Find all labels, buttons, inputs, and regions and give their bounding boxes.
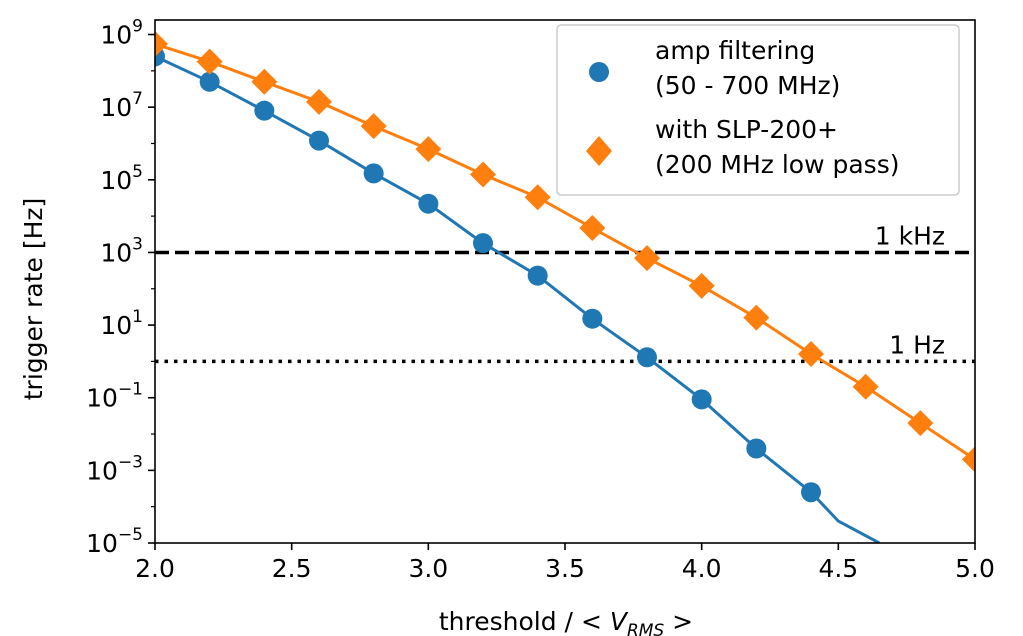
point-slp-200-4 [360,113,387,140]
x-tick-label: 2.0 [135,554,175,583]
y-tick-label: 105 [100,162,143,195]
y-axis-label: trigger rate [Hz] [19,198,48,401]
legend-label-amp-line2: (50 - 700 MHz) [655,71,840,100]
point-slp-200-6 [470,161,496,188]
point-slp-200-1 [196,48,223,75]
y-tick-label: 103 [100,234,143,267]
point-amp-filtering-9 [637,347,657,368]
hline-label-1hz: 1 Hz [889,330,945,359]
point-slp-200-0 [155,30,168,57]
legend-label-amp-line1: amp filtering [655,36,815,65]
x-tick-label: 2.5 [272,554,312,583]
x-axis-label-sub: RMS [627,621,664,636]
y-tick-label: 10−3 [86,452,143,485]
point-slp-200-2 [251,68,278,95]
legend-label-slp-line1: with SLP-200+ [655,115,838,144]
point-amp-filtering-3 [309,130,329,151]
x-tick-label: 3.0 [408,554,448,583]
legend-marker-slp-200 [586,136,612,166]
x-tick-label: 4.0 [682,554,722,583]
point-slp-200-5 [415,136,442,163]
point-slp-200-15 [962,446,975,473]
point-slp-200-11 [743,304,770,331]
legend: amp filtering (50 - 700 MHz) with SLP-20… [556,24,960,196]
x-tick-label: 3.5 [545,554,585,583]
legend-marker-amp-filtering [589,62,609,82]
point-slp-200-13 [852,373,879,400]
point-amp-filtering-4 [363,163,384,184]
point-slp-200-3 [306,88,332,115]
point-slp-200-10 [688,272,715,299]
legend-box [556,24,960,196]
threshold-lines: 1 kHz 1 Hz [155,221,975,364]
point-slp-200-14 [907,410,934,437]
x-axis-label-math: < V [581,607,629,636]
point-slp-200-12 [798,340,824,367]
point-amp-filtering-5 [418,193,439,214]
point-amp-filtering-8 [582,308,603,329]
y-tick-label: 101 [100,307,143,340]
x-axis-label: threshold / < VRMS > [439,607,693,636]
point-amp-filtering-12 [801,482,821,503]
series-layer [155,30,975,543]
x-tick-label: 4.5 [818,554,858,583]
point-amp-filtering-10 [691,389,712,410]
point-amp-filtering-2 [254,100,275,121]
x-tick-label: 5.0 [955,554,995,583]
point-slp-200-8 [579,215,606,242]
x-axis-label-prefix: threshold / [439,607,581,636]
axes: 2.0 2.5 3.0 3.5 4.0 4.5 5.0 109 107 105 103 101 10−1… [86,17,995,583]
point-slp-200-9 [634,245,660,272]
hline-label-1khz: 1 kHz [875,221,945,250]
legend-label-slp-line2: (200 MHz low pass) [655,150,899,179]
point-slp-200-7 [524,184,551,211]
y-tick-label: 10−1 [86,380,143,413]
x-axis-label-suffix: > [664,607,693,636]
y-tick-label: 109 [100,17,143,50]
y-tick-label: 10−5 [86,525,143,558]
y-tick-label: 107 [100,89,143,122]
point-amp-filtering-11 [746,438,767,459]
point-amp-filtering-7 [527,265,548,286]
series-line-slp-200 [155,42,975,461]
point-amp-filtering-1 [199,71,220,92]
point-amp-filtering-6 [473,233,493,254]
